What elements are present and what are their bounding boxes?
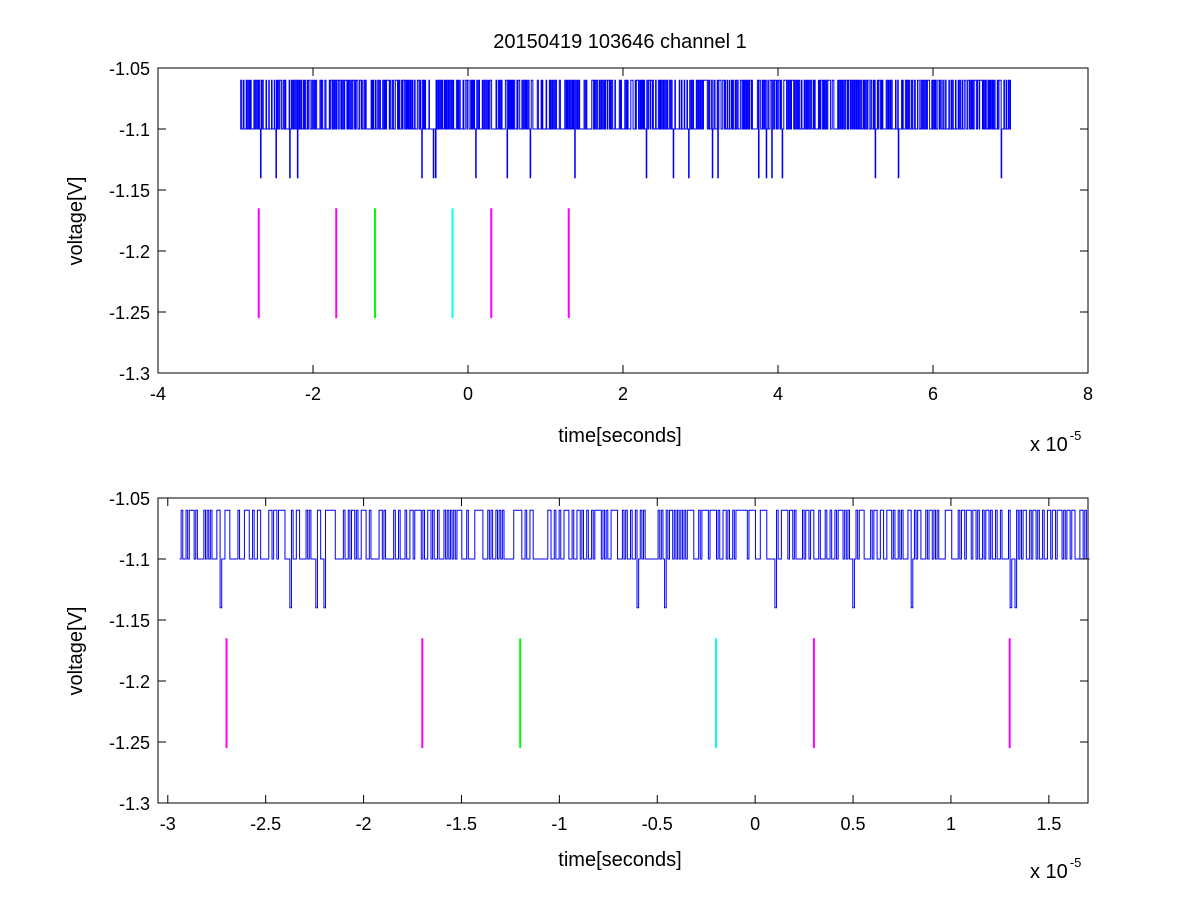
y-tick-label: -1.05 [109,59,150,79]
plot-title: 20150419 103646 channel 1 [493,31,747,53]
bottom-plot-y-axis-label: voltage[V] [65,607,87,696]
top-plot-y-axis-label: voltage[V] [65,177,87,266]
top-plot-y-ticks: -1.05 -1.1 -1.15 -1.2 -1.25 -1.3 [109,59,1088,384]
top-plot-x-ticks: -4 -2 0 2 4 6 8 [150,68,1093,404]
y-tick-label: -1.15 [109,611,150,631]
top-plot-markers [257,208,570,319]
top-plot-x-exponent-base: x 10 [1030,434,1068,456]
x-tick-label: 1.5 [1036,814,1061,834]
x-tick-label: -1.5 [446,814,477,834]
voltage-signal-line [179,509,1090,609]
top-plot-x-axis-label: time[seconds] [558,425,681,447]
x-tick-label: -3 [160,814,176,834]
x-tick-label: 0.5 [841,814,866,834]
x-tick-label: -2 [356,814,372,834]
x-tick-label: 8 [1083,384,1093,404]
bottom-plot-x-exponent: x 10 -5 [1030,855,1081,883]
x-tick-label: -0.5 [642,814,673,834]
bottom-plot-axes-box [157,497,1089,804]
x-tick-label: 6 [928,384,938,404]
y-tick-label: -1.3 [119,794,150,814]
x-tick-label: 1 [946,814,956,834]
bottom-plot-x-exponent-power: -5 [1070,855,1082,870]
top-plot: 20150419 103646 channel 1 -4 -2 0 2 4 6 8 -1.0… [65,31,1093,456]
y-tick-label: -1.15 [109,181,150,201]
bottom-plot-x-exponent-base: x 10 [1030,861,1068,883]
bottom-plot-x-ticks: -3 -2.5 -2 -1.5 -1 -0.5 0 0.5 1 1.5 [160,498,1061,834]
bottom-plot-markers [225,638,1011,749]
x-tick-label: 2 [618,384,628,404]
x-tick-label: -4 [150,384,166,404]
y-tick-label: -1.25 [109,733,150,753]
y-tick-label: -1.2 [119,242,150,262]
bottom-plot-y-ticks: -1.05 -1.1 -1.15 -1.2 -1.25 -1.3 [109,489,1088,814]
y-tick-label: -1.1 [119,550,150,570]
y-tick-label: -1.2 [119,672,150,692]
y-tick-label: -1.3 [119,364,150,384]
bottom-plot: -3 -2.5 -2 -1.5 -1 -0.5 0 0.5 1 1.5 -1.05 -1.1 -1.1… [65,489,1090,883]
y-tick-label: -1.1 [119,120,150,140]
x-tick-label: -1 [551,814,567,834]
bottom-plot-signal [179,509,1090,609]
x-tick-label: -2 [305,384,321,404]
y-tick-label: -1.05 [109,489,150,509]
top-plot-signal [240,79,1012,179]
voltage-signal-line [240,79,1012,179]
x-tick-label: 0 [463,384,473,404]
y-tick-label: -1.25 [109,303,150,323]
x-tick-label: 0 [750,814,760,834]
bottom-plot-x-axis-label: time[seconds] [558,849,681,871]
x-tick-label: -2.5 [250,814,281,834]
top-plot-x-exponent-power: -5 [1070,428,1082,443]
x-tick-label: 4 [773,384,783,404]
top-plot-x-exponent: x 10 -5 [1030,428,1081,456]
